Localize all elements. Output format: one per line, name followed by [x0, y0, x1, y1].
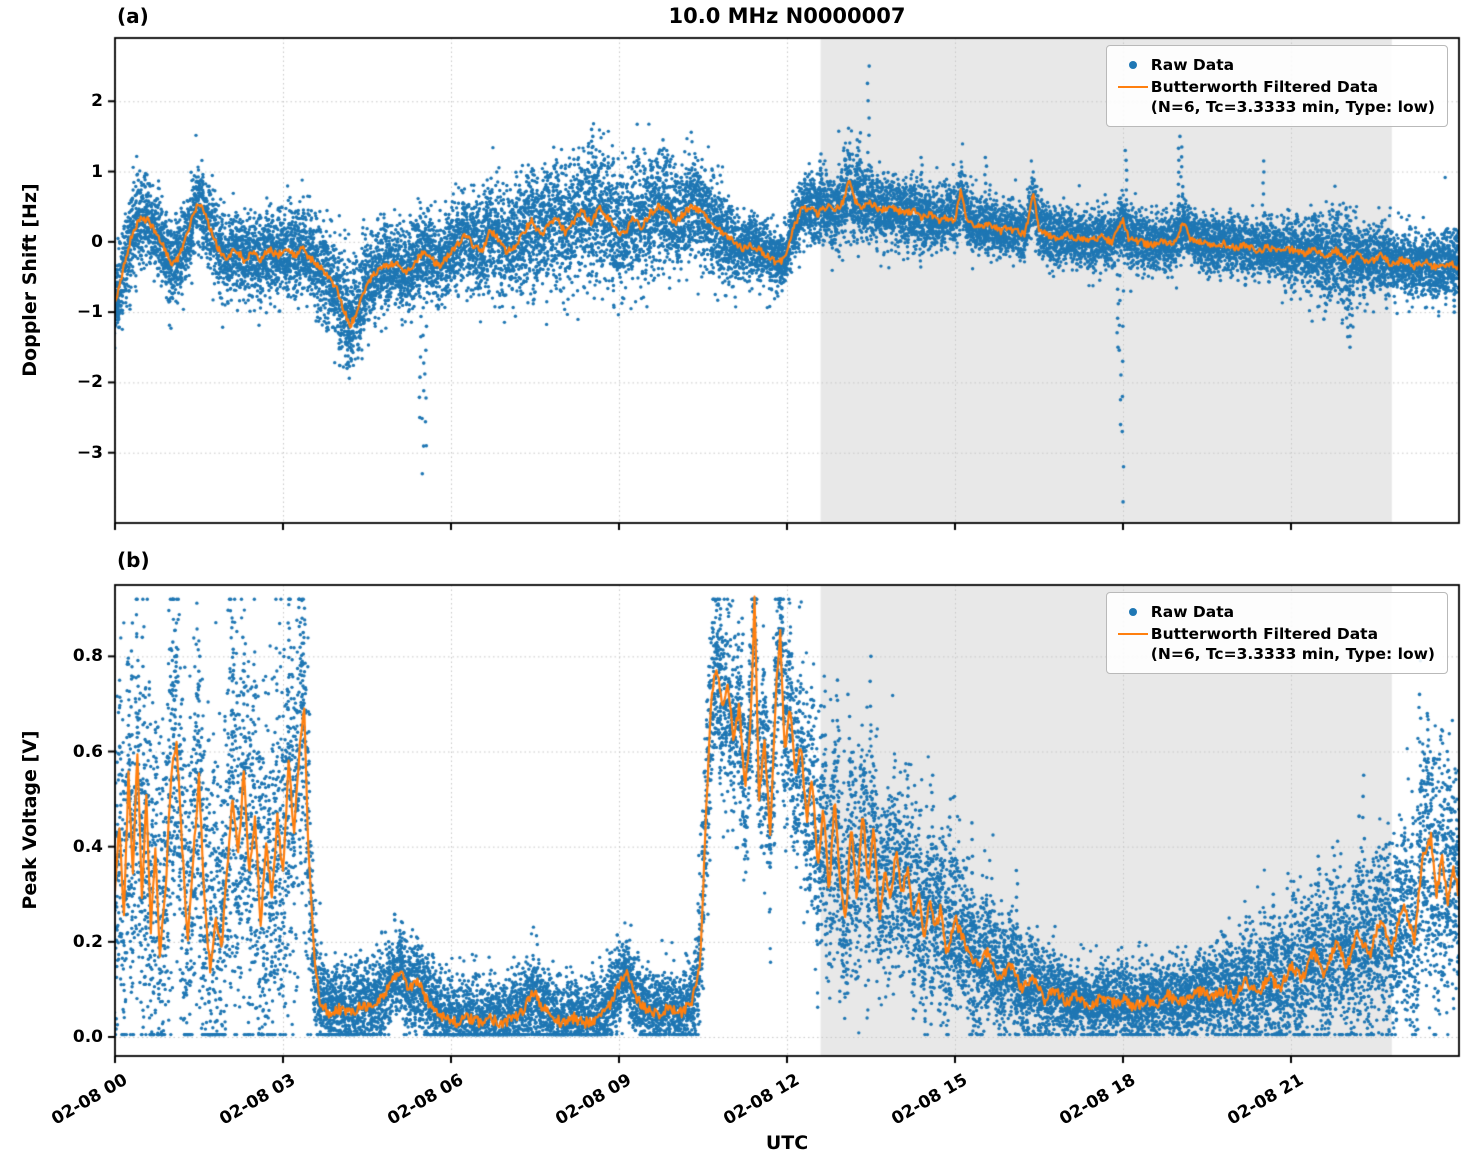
- plot-canvas: [0, 0, 1472, 1172]
- figure: 10.0 MHz N0000007 (a) (b) Doppler Shift …: [0, 0, 1472, 1172]
